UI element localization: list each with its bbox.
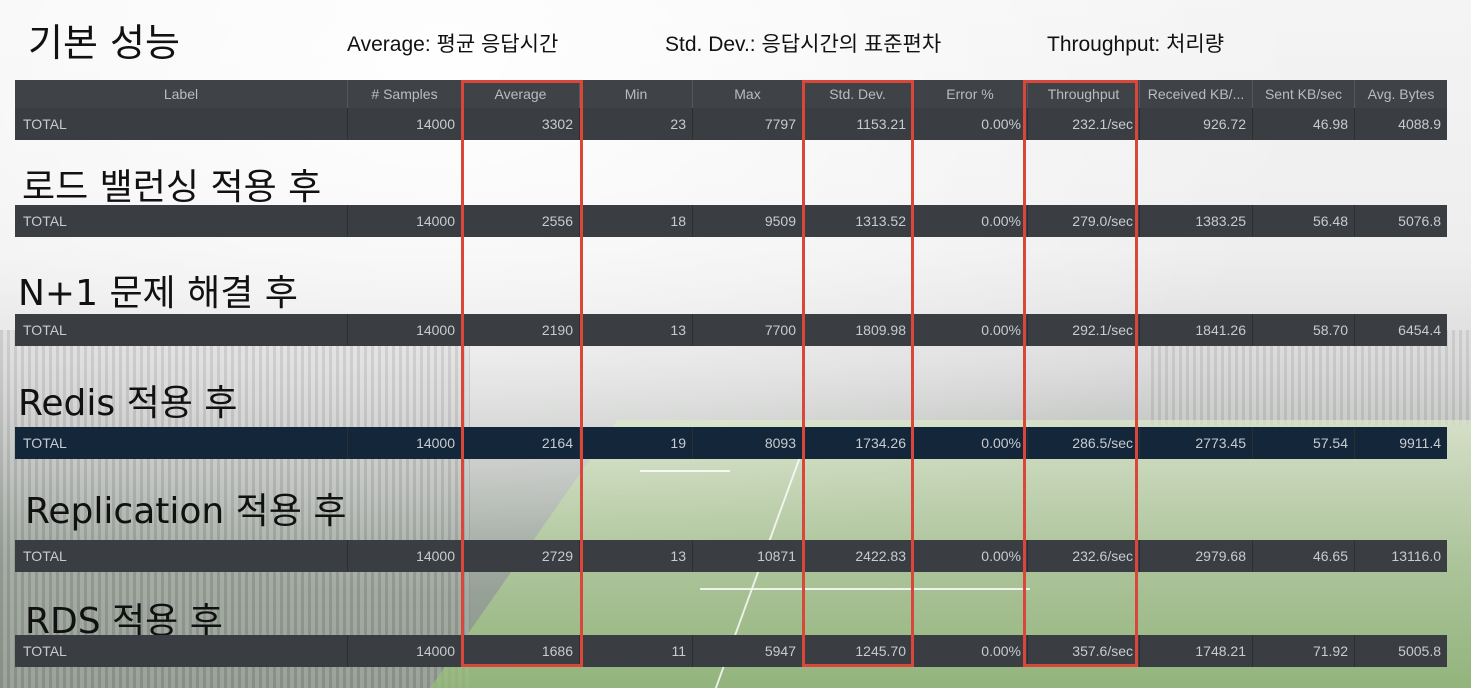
- cell-sent: 71.92: [1253, 635, 1355, 667]
- cell-throughput: 292.1/sec: [1028, 314, 1140, 346]
- cell-received: 1383.25: [1140, 205, 1253, 237]
- cell-max: 7797: [693, 108, 803, 140]
- title-redis: Redis 적용 후: [18, 383, 238, 424]
- cell-received: 2979.68: [1140, 540, 1253, 572]
- title-n-plus-one: N+1 문제 해결 후: [18, 273, 298, 314]
- cell-average: 2729: [462, 540, 580, 572]
- cell-samples: 14000: [348, 108, 462, 140]
- table-row-rds[interactable]: TOTAL 14000 1686 11 5947 1245.70 0.00% 3…: [15, 635, 1447, 667]
- cell-avg-bytes: 9911.4: [1399, 435, 1441, 451]
- cell-error: 0.00%: [913, 314, 1028, 346]
- cell-average: 3302: [462, 108, 580, 140]
- cell-label: TOTAL: [15, 427, 348, 459]
- cell-max: 10871: [693, 540, 803, 572]
- column-header-max[interactable]: Max: [693, 80, 803, 108]
- cell-throughput: 279.0/sec: [1028, 205, 1140, 237]
- cell-max: 9509: [693, 205, 803, 237]
- table-header: Label # Samples Average Min Max Std. Dev…: [15, 80, 1447, 108]
- cell-avg-bytes: 6454.4: [1398, 322, 1441, 338]
- cell-average: 2190: [462, 314, 580, 346]
- cell-average: 1686: [462, 635, 580, 667]
- cell-throughput: 286.5/sec: [1028, 427, 1140, 459]
- table-row-redis-selected[interactable]: TOTAL 14000 2164 19 8093 1734.26 0.00% 2…: [15, 427, 1447, 459]
- cell-label: TOTAL: [15, 314, 348, 346]
- table-row-replication[interactable]: TOTAL 14000 2729 13 10871 2422.83 0.00% …: [15, 540, 1447, 572]
- column-header-label[interactable]: Label: [15, 80, 348, 108]
- cell-error: 0.00%: [913, 108, 1028, 140]
- table-row-n-plus-one[interactable]: TOTAL 14000 2190 13 7700 1809.98 0.00% 2…: [15, 314, 1447, 346]
- cell-avg-bytes: 13116.0: [1391, 548, 1441, 564]
- cell-min: 11: [580, 635, 693, 667]
- title-basic: 기본 성능: [28, 21, 180, 65]
- cell-max: 5947: [693, 635, 803, 667]
- cell-samples: 14000: [348, 635, 462, 667]
- cell-min: 18: [580, 205, 693, 237]
- cell-samples: 14000: [348, 314, 462, 346]
- cell-avg-bytes: 5005.8: [1398, 643, 1441, 659]
- cell-min: 13: [580, 314, 693, 346]
- cell-throughput: 232.6/sec: [1028, 540, 1140, 572]
- cell-label: TOTAL: [15, 108, 348, 140]
- cell-min: 13: [580, 540, 693, 572]
- column-header-avg-bytes[interactable]: Avg. Bytes: [1367, 86, 1435, 102]
- cell-average: 2164: [462, 427, 580, 459]
- cell-avg-bytes: 5076.8: [1398, 213, 1441, 229]
- cell-samples: 14000: [348, 427, 462, 459]
- cell-sent: 57.54: [1253, 427, 1355, 459]
- pitch-line: [640, 470, 730, 472]
- column-header-error[interactable]: Error %: [913, 80, 1028, 108]
- cell-label: TOTAL: [15, 540, 348, 572]
- legend-throughput: Throughput: 처리량: [1047, 33, 1225, 56]
- cell-label: TOTAL: [15, 635, 348, 667]
- cell-received: 1748.21: [1140, 635, 1253, 667]
- pitch-line: [700, 588, 1030, 590]
- crowd-background: [0, 330, 470, 688]
- highlight-box-throughput: [1023, 80, 1138, 667]
- legend-average: Average: 평균 응답시간: [347, 33, 559, 56]
- column-header-average[interactable]: Average: [462, 80, 580, 108]
- cell-error: 0.00%: [913, 427, 1028, 459]
- legend-stddev: Std. Dev.: 응답시간의 표준편차: [665, 33, 942, 56]
- cell-error: 0.00%: [913, 635, 1028, 667]
- column-header-throughput[interactable]: Throughput: [1028, 80, 1140, 108]
- highlight-box-stddev: [802, 80, 914, 667]
- cell-max: 8093: [693, 427, 803, 459]
- column-header-min[interactable]: Min: [580, 80, 693, 108]
- cell-error: 0.00%: [913, 540, 1028, 572]
- cell-sent: 58.70: [1253, 314, 1355, 346]
- cell-received: 2773.45: [1140, 427, 1253, 459]
- cell-sent: 56.48: [1253, 205, 1355, 237]
- cell-sent: 46.65: [1253, 540, 1355, 572]
- table-row-load-balancing[interactable]: TOTAL 14000 2556 18 9509 1313.52 0.00% 2…: [15, 205, 1447, 237]
- cell-throughput: 357.6/sec: [1028, 635, 1140, 667]
- cell-throughput: 232.1/sec: [1028, 108, 1140, 140]
- cell-average: 2556: [462, 205, 580, 237]
- title-load-balancing: 로드 밸런싱 적용 후: [22, 167, 322, 208]
- cell-min: 23: [580, 108, 693, 140]
- highlight-box-average: [461, 80, 583, 667]
- cell-received: 926.72: [1140, 108, 1253, 140]
- table-row-basic[interactable]: TOTAL 14000 3302 23 7797 1153.21 0.00% 2…: [15, 108, 1447, 140]
- column-header-samples[interactable]: # Samples: [348, 80, 462, 108]
- cell-max: 7700: [693, 314, 803, 346]
- cell-samples: 14000: [348, 540, 462, 572]
- column-header-received[interactable]: Received KB/...: [1140, 80, 1253, 108]
- column-header-sent[interactable]: Sent KB/sec: [1253, 80, 1355, 108]
- cell-sent: 46.98: [1253, 108, 1355, 140]
- cell-error: 0.00%: [913, 205, 1028, 237]
- cell-received: 1841.26: [1140, 314, 1253, 346]
- cell-label: TOTAL: [15, 205, 348, 237]
- title-replication: Replication 적용 후: [25, 491, 347, 532]
- cell-samples: 14000: [348, 205, 462, 237]
- cell-min: 19: [580, 427, 693, 459]
- cell-avg-bytes: 4088.9: [1398, 116, 1441, 132]
